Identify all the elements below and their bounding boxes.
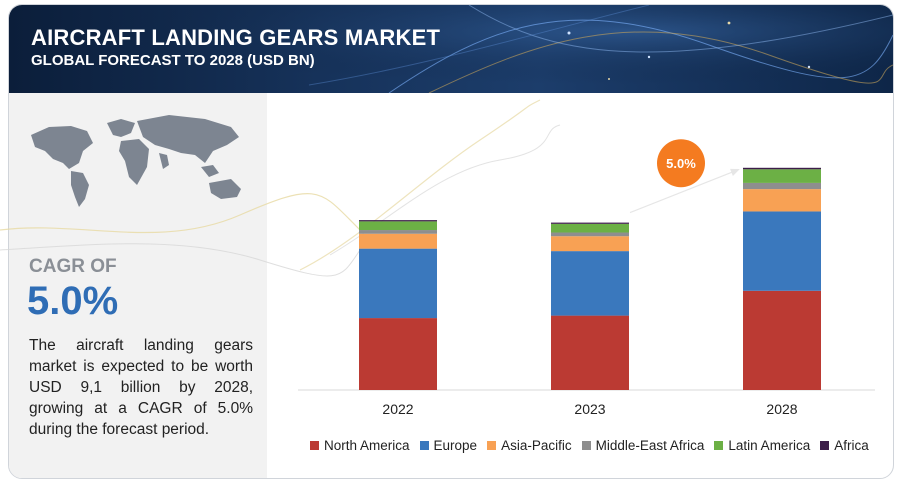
legend-swatch bbox=[581, 440, 591, 450]
x-tick-label: 2022 bbox=[382, 401, 413, 417]
chart-subtitle: GLOBAL FORECAST TO 2028 (USD BN) bbox=[31, 52, 315, 69]
cagr-bubble-label: 5.0% bbox=[666, 156, 696, 171]
legend-swatch bbox=[419, 440, 429, 450]
bar-segment-2028-africa bbox=[743, 167, 821, 170]
legend-swatch bbox=[310, 440, 319, 450]
bar-segment-2023-europe bbox=[551, 251, 629, 316]
legend-label: Europe bbox=[433, 437, 478, 453]
cagr-label: CAGR OF bbox=[29, 256, 117, 277]
legend-item: Asia-Pacific bbox=[487, 438, 572, 453]
legend-label: Africa bbox=[834, 437, 869, 453]
header-banner: AIRCRAFT LANDING GEARS MARKET GLOBAL FOR… bbox=[9, 5, 893, 93]
chart-title: AIRCRAFT LANDING GEARS MARKET bbox=[31, 25, 441, 50]
left-panel: CAGR OF 5.0% The aircraft landing gears … bbox=[9, 93, 267, 478]
bar-segment-2023-middle-east-africa bbox=[551, 232, 629, 237]
bar-segment-2028-asia-pacific bbox=[743, 189, 821, 212]
legend-label: Latin America bbox=[728, 437, 811, 453]
trend-arrow-line bbox=[629, 169, 739, 214]
bar-segment-2022-europe bbox=[359, 248, 437, 319]
legend-label: Middle-East Africa bbox=[595, 437, 705, 453]
bar-segment-2023-latin-america bbox=[551, 223, 629, 233]
x-tick-label: 2028 bbox=[766, 401, 797, 417]
legend-swatch bbox=[487, 440, 497, 450]
bar-segment-2023-asia-pacific bbox=[551, 236, 629, 252]
x-tick-label: 2023 bbox=[574, 401, 605, 417]
bar-segment-2022-latin-america bbox=[359, 221, 437, 231]
bar-segment-2028-latin-america bbox=[743, 169, 821, 183]
legend-item: North America bbox=[310, 438, 410, 453]
bar-segment-2028-north-america bbox=[743, 290, 821, 390]
legend-item: Africa bbox=[820, 438, 869, 453]
trend-arrowhead bbox=[730, 168, 740, 176]
cagr-bubble bbox=[657, 139, 705, 188]
header-decoration bbox=[9, 5, 893, 93]
legend-label: Asia-Pacific bbox=[501, 437, 572, 453]
bar-segment-2022-middle-east-africa bbox=[359, 230, 437, 234]
legend-swatch bbox=[714, 440, 724, 450]
world-map-icon bbox=[31, 115, 241, 207]
bar-segment-2022-north-america bbox=[359, 318, 437, 390]
legend-item: Europe bbox=[419, 437, 478, 453]
bar-segment-2023-africa bbox=[551, 222, 629, 224]
legend: North America Europe Asia-Pacific Middle-Ea… bbox=[310, 436, 869, 454]
bar-segment-2028-middle-east-africa bbox=[743, 182, 821, 190]
bar-segment-2022-africa bbox=[359, 220, 437, 222]
legend-item: Middle-East Africa bbox=[581, 437, 705, 453]
legend-item: Latin America bbox=[714, 438, 810, 453]
bar-segment-2023-north-america bbox=[551, 315, 629, 390]
market-description: The aircraft landing gears market is exp… bbox=[29, 337, 253, 438]
cagr-value: 5.0% bbox=[27, 279, 119, 323]
legend-swatch bbox=[820, 440, 830, 450]
bar-segment-2028-europe bbox=[743, 211, 821, 291]
legend-label: North America bbox=[324, 437, 410, 453]
bar-segment-2022-asia-pacific bbox=[359, 233, 437, 249]
decorative-swirls bbox=[0, 99, 561, 277]
